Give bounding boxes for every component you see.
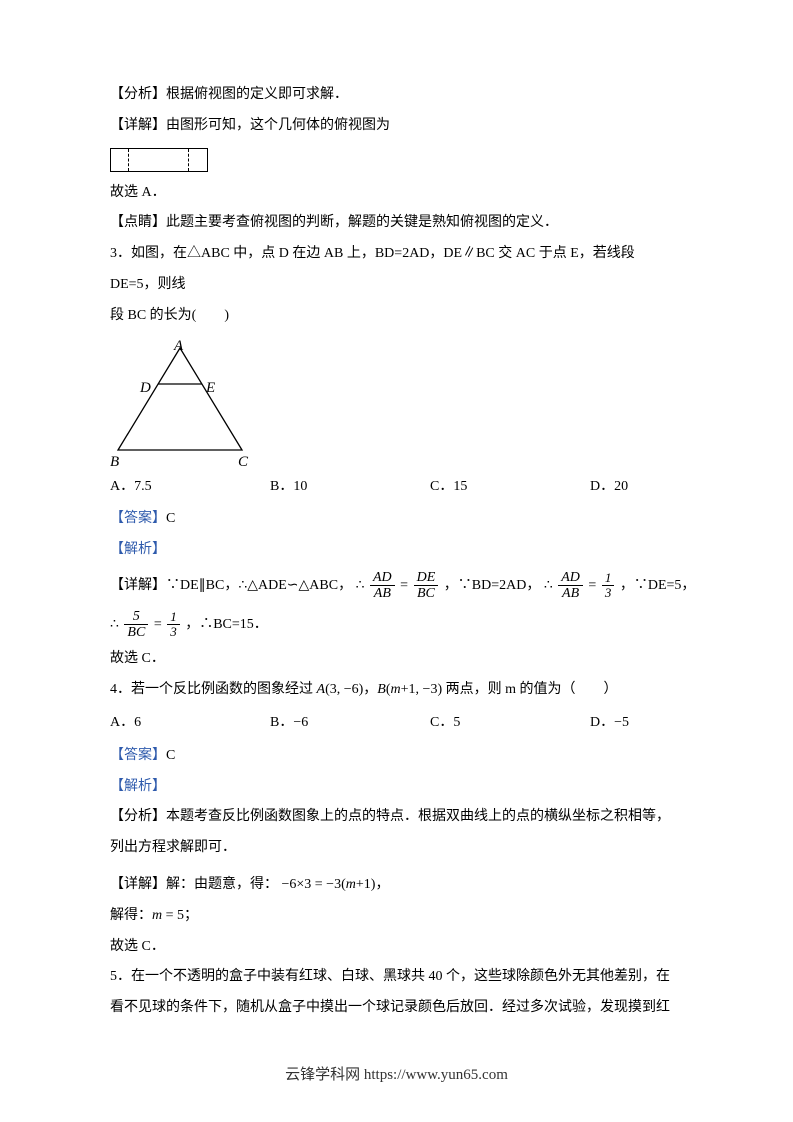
topview-segment [129, 149, 189, 171]
q3-stem2: 段 BC 的长为( ) [110, 301, 683, 332]
label-C: C [238, 446, 248, 479]
footer-url: https://www.yun65.com [364, 1067, 508, 1083]
analysis-prefix: 【分析】 [110, 809, 166, 824]
q3-detail-line1: 【详解】∵DE∥BC，∴△ADE∽△ABC， ∴ ADAB = DEBC ，∵B… [110, 566, 683, 605]
q3-d-tail: ，∴BC=15． [185, 617, 268, 632]
topview-figure [110, 148, 208, 172]
footer-site: 云锋学科网 [285, 1067, 360, 1083]
q4-solve-tail: ； [184, 908, 198, 923]
q4-number: 4． [110, 682, 131, 697]
q4-stem-b: ， [363, 682, 377, 697]
q3-number: 3． [110, 246, 131, 261]
q3-d-p3: ，∵DE=5， [620, 578, 696, 593]
eq-sign: = [588, 578, 596, 593]
option-b: B．10 [270, 472, 430, 503]
page-footer: 云锋学科网 https://www.yun65.com [0, 1059, 793, 1092]
q3-answer-val: C [166, 511, 175, 526]
q4-solve-eq2: = 5 [162, 908, 184, 923]
detail-prefix: 【详解】 [110, 578, 166, 593]
q4-solve-eq: m [152, 908, 162, 923]
q4-stem: 4．若一个反比例函数的图象经过 A(3, −6)，B(m+1, −3) 两点，则… [110, 675, 683, 706]
triangle-figure: A D E B C [110, 338, 250, 468]
q4-solve: 解得：m = 5； [110, 901, 683, 932]
label-B: B [110, 446, 119, 479]
analysis-text: 根据俯视图的定义即可求解． [166, 87, 348, 102]
frac-5-bc: 5BC [124, 609, 148, 641]
q4-analysis: 【分析】本题考查反比例函数图象上的点的特点．根据双曲线上的点的横纵坐标之积相等，… [110, 802, 683, 864]
q4-answer-val: C [166, 748, 175, 763]
q4-conclude: 故选 C． [110, 932, 683, 963]
detail-line: 【详解】由图形可知，这个几何体的俯视图为 [110, 111, 683, 142]
q3-detail-line2: ∴ 5BC = 13 ，∴BC=15． [110, 605, 683, 644]
eq-sign: = [154, 617, 162, 632]
conclusion: 故选 A． [110, 178, 683, 209]
point-text: 此题主要考查俯视图的判断，解题的关键是熟知俯视图的定义． [166, 215, 558, 230]
label-D: D [140, 372, 151, 405]
q3-stem1-text: 如图，在△ABC 中，点 D 在边 AB 上，BD=2AD，DE∥BC 交 AC… [110, 246, 635, 292]
frac-1-3: 13 [602, 571, 615, 601]
option-c: C．15 [430, 472, 590, 503]
q4-pointB: B [377, 682, 386, 697]
answer-prefix: 【答案】 [110, 748, 166, 763]
q4-detail-lead: 解：由题意，得： [166, 877, 278, 892]
analysis-prefix: 【分析】 [110, 87, 166, 102]
therefore: ∴ [110, 617, 119, 632]
q4-detail-comma: ， [375, 877, 389, 892]
topview-segment [111, 149, 129, 171]
q4-detail: 【详解】解：由题意，得： −6×3 = −3(m+1)， [110, 870, 683, 901]
q3-jiexi: 【解析】 [110, 535, 683, 566]
q4-answer: 【答案】C [110, 741, 683, 772]
q4-pointA-coords: (3, −6) [325, 682, 363, 697]
q3-answer: 【答案】C [110, 504, 683, 535]
q5-number: 5． [110, 969, 131, 984]
label-E: E [206, 372, 215, 405]
frac-de-bc: DEBC [414, 570, 439, 602]
q4-eq: −6×3 = −3(m+1) [282, 877, 376, 892]
point-line: 【点睛】此题主要考查俯视图的判断，解题的关键是熟知俯视图的定义． [110, 208, 683, 239]
therefore: ∴ [544, 578, 553, 593]
q4-options: A．6 B．−6 C．5 D．−5 [110, 708, 683, 739]
q3-stem1: 3．如图，在△ABC 中，点 D 在边 AB 上，BD=2AD，DE∥BC 交 … [110, 239, 683, 301]
q4-jiexi: 【解析】 [110, 772, 683, 803]
analysis-line: 【分析】根据俯视图的定义即可求解． [110, 80, 683, 111]
label-A: A [174, 330, 183, 363]
frac-ad-ab: ADAB [370, 570, 395, 602]
q4-stem-c: 两点，则 m 的值为（ ） [442, 682, 617, 697]
q5-stem2: 看不见球的条件下，随机从盒子中摸出一个球记录颜色后放回．经过多次试验，发现摸到红 [110, 993, 683, 1024]
q3-options: A．7.5 B．10 C．15 D．20 [110, 472, 683, 503]
q4-stem-a: 若一个反比例函数的图象经过 [131, 682, 317, 697]
detail-text: 由图形可知，这个几何体的俯视图为 [166, 118, 390, 133]
detail-prefix: 【详解】 [110, 877, 166, 892]
q3-d-p1: ∵DE∥BC，∴△ADE∽△ABC， [166, 578, 352, 593]
frac-ad-ab-2: ADAB [558, 570, 583, 602]
q5-stem1: 5．在一个不透明的盒子中装有红球、白球、黑球共 40 个，这些球除颜色外无其他差… [110, 962, 683, 993]
point-prefix: 【点睛】 [110, 215, 166, 230]
option-a: A．6 [110, 708, 270, 739]
option-b: B．−6 [270, 708, 430, 739]
option-d: D．20 [590, 472, 628, 503]
option-d: D．−5 [590, 708, 629, 739]
option-c: C．5 [430, 708, 590, 739]
q4-pointA: A [317, 682, 326, 697]
answer-prefix: 【答案】 [110, 511, 166, 526]
q4-analysis-text: 本题考查反比例函数图象上的点的特点．根据双曲线上的点的横纵坐标之积相等，列出方程… [110, 809, 670, 855]
q4-pointB-coords: (m+1, −3) [386, 682, 442, 697]
q4-solve-lead: 解得： [110, 908, 152, 923]
q3-d-p2: ，∵BD=2AD， [444, 578, 541, 593]
topview-segment [189, 149, 207, 171]
therefore: ∴ [356, 578, 365, 593]
detail-prefix: 【详解】 [110, 118, 166, 133]
q5-stem1-text: 在一个不透明的盒子中装有红球、白球、黑球共 40 个，这些球除颜色外无其他差别，… [131, 969, 670, 984]
eq-sign: = [400, 578, 408, 593]
q3-conclude: 故选 C． [110, 644, 683, 675]
frac-1-3-b: 13 [167, 610, 180, 640]
